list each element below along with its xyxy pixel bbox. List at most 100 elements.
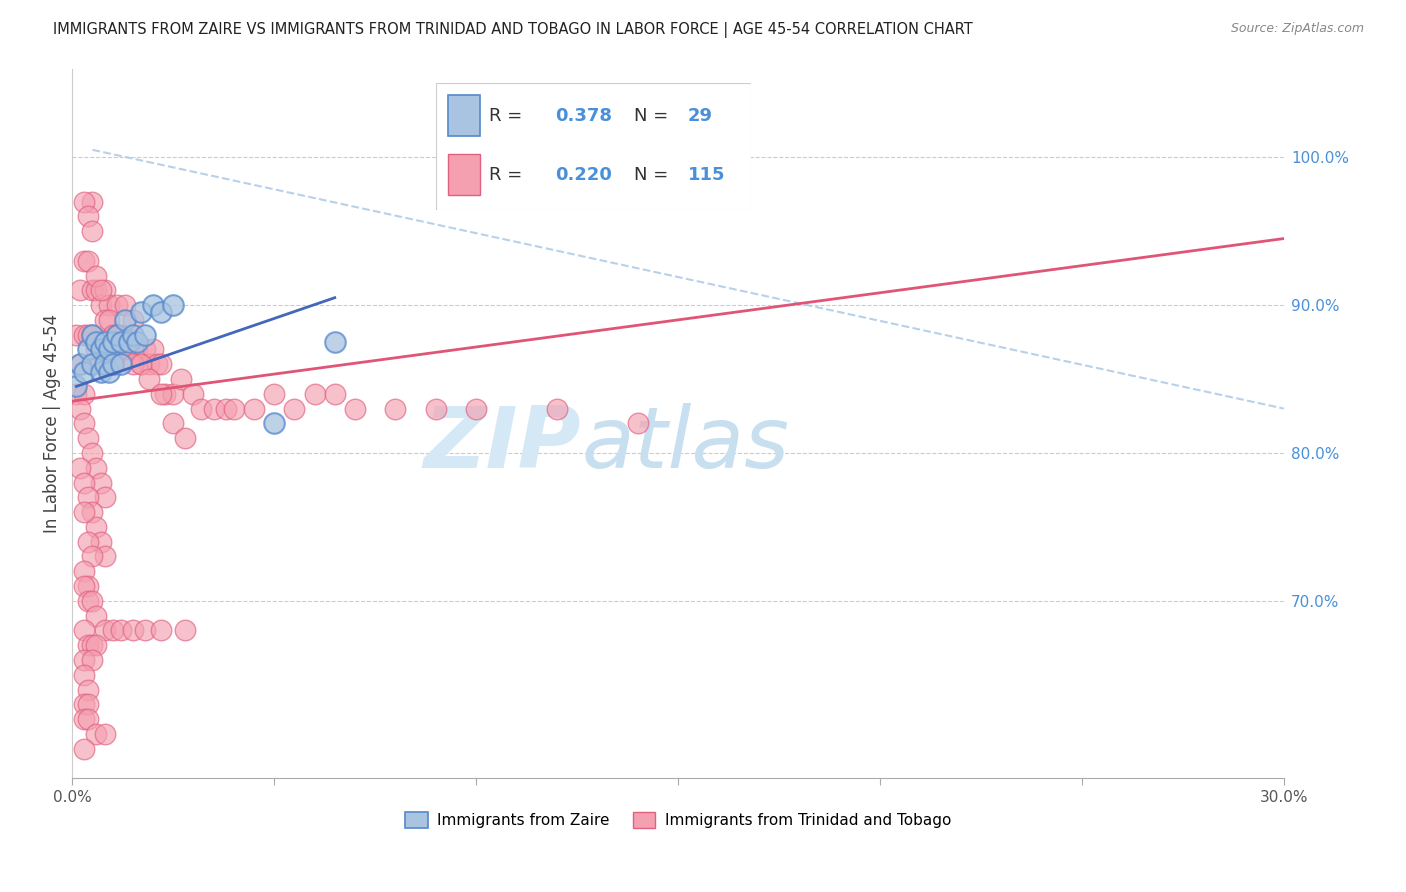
Point <box>202 401 225 416</box>
Point <box>86 343 108 357</box>
Point <box>77 698 100 712</box>
Point <box>86 520 108 534</box>
Point <box>384 401 406 416</box>
Point <box>82 327 104 342</box>
Point <box>73 579 96 593</box>
Point <box>89 475 111 490</box>
Point <box>174 624 197 638</box>
Point <box>101 624 124 638</box>
Point <box>73 327 96 342</box>
Point <box>89 365 111 379</box>
Point <box>69 357 91 371</box>
Point <box>110 343 132 357</box>
Text: Source: ZipAtlas.com: Source: ZipAtlas.com <box>1230 22 1364 36</box>
Point <box>162 298 184 312</box>
Point <box>93 313 115 327</box>
Point <box>82 549 104 564</box>
Point <box>77 579 100 593</box>
Point <box>304 386 326 401</box>
Point <box>110 624 132 638</box>
Point <box>73 667 96 681</box>
Point <box>77 594 100 608</box>
Point <box>110 334 132 349</box>
Text: atlas: atlas <box>581 403 789 486</box>
Point <box>69 357 91 371</box>
Point <box>86 460 108 475</box>
Text: ZIP: ZIP <box>423 403 581 486</box>
Point <box>77 638 100 652</box>
Point <box>105 327 128 342</box>
Point <box>101 327 124 342</box>
Point <box>190 401 212 416</box>
Point <box>222 401 245 416</box>
Point <box>77 534 100 549</box>
Point <box>150 305 173 319</box>
Point <box>153 386 176 401</box>
Point <box>73 698 96 712</box>
Point <box>73 505 96 519</box>
Legend: Immigrants from Zaire, Immigrants from Trinidad and Tobago: Immigrants from Zaire, Immigrants from T… <box>399 806 957 834</box>
Point <box>73 564 96 578</box>
Point <box>121 327 143 342</box>
Point <box>101 357 124 371</box>
Point <box>170 372 193 386</box>
Point <box>425 401 447 416</box>
Point <box>97 298 120 312</box>
Point <box>77 431 100 445</box>
Point <box>114 298 136 312</box>
Point <box>343 401 366 416</box>
Point <box>150 386 173 401</box>
Point <box>82 357 104 371</box>
Point <box>138 357 160 371</box>
Point <box>162 417 184 431</box>
Point <box>77 491 100 505</box>
Point <box>86 727 108 741</box>
Point <box>150 357 173 371</box>
Point <box>73 475 96 490</box>
Point <box>97 343 120 357</box>
Point <box>89 283 111 297</box>
Point <box>323 334 346 349</box>
Point <box>138 372 160 386</box>
Point <box>82 224 104 238</box>
Point <box>65 386 87 401</box>
Point <box>73 365 96 379</box>
Point <box>129 357 152 371</box>
Point <box>183 386 205 401</box>
Point <box>82 594 104 608</box>
Point <box>97 343 120 357</box>
Point <box>121 624 143 638</box>
Point <box>105 298 128 312</box>
Point <box>97 313 120 327</box>
Point <box>65 379 87 393</box>
Point <box>121 313 143 327</box>
Point <box>82 446 104 460</box>
Point <box>114 343 136 357</box>
Point <box>86 334 108 349</box>
Point <box>465 401 488 416</box>
Point <box>93 343 115 357</box>
Point <box>73 386 96 401</box>
Point <box>77 253 100 268</box>
Point <box>627 417 650 431</box>
Point <box>134 327 156 342</box>
Point <box>93 624 115 638</box>
Point <box>118 343 141 357</box>
Point <box>86 268 108 283</box>
Point <box>134 624 156 638</box>
Point <box>82 327 104 342</box>
Point <box>215 401 238 416</box>
Point <box>93 727 115 741</box>
Point <box>86 283 108 297</box>
Point <box>89 298 111 312</box>
Point <box>546 401 568 416</box>
Point <box>73 653 96 667</box>
Point <box>283 401 305 416</box>
Point <box>77 712 100 726</box>
Text: IMMIGRANTS FROM ZAIRE VS IMMIGRANTS FROM TRINIDAD AND TOBAGO IN LABOR FORCE | AG: IMMIGRANTS FROM ZAIRE VS IMMIGRANTS FROM… <box>53 22 973 38</box>
Point <box>129 305 152 319</box>
Point <box>93 549 115 564</box>
Point <box>129 357 152 371</box>
Point <box>114 313 136 327</box>
Point <box>243 401 266 416</box>
